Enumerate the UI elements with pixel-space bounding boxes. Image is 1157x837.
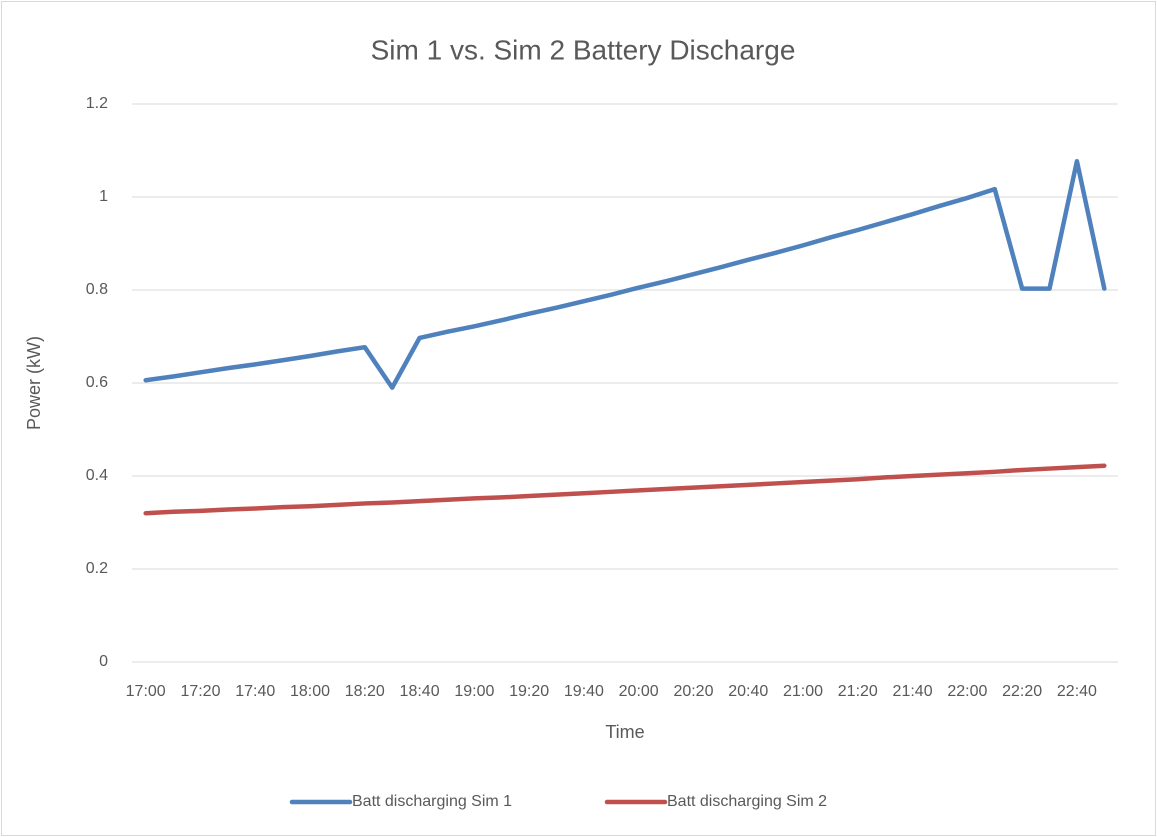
y-tick-label: 0.2 [86, 560, 108, 577]
x-tick-label: 21:20 [838, 683, 878, 700]
legend-label: Batt discharging Sim 2 [667, 793, 827, 810]
x-tick-label: 17:00 [126, 683, 166, 700]
x-tick-label: 21:00 [783, 683, 823, 700]
x-tick-label: 22:40 [1057, 683, 1097, 700]
x-axis-title: Time [605, 722, 644, 742]
x-tick-label: 18:20 [345, 683, 385, 700]
y-tick-label: 0.8 [86, 281, 108, 298]
x-tick-label: 17:40 [235, 683, 275, 700]
y-tick-label: 1 [99, 188, 108, 205]
x-tick-label: 22:20 [1002, 683, 1042, 700]
x-tick-label: 19:40 [564, 683, 604, 700]
y-tick-label: 0.6 [86, 374, 108, 391]
x-tick-label: 20:20 [673, 683, 713, 700]
x-tick-label: 19:00 [454, 683, 494, 700]
x-tick-label: 17:20 [180, 683, 220, 700]
y-tick-label: 0.4 [86, 467, 108, 484]
y-axis-title: Power (kW) [24, 336, 44, 430]
x-tick-label: 21:40 [893, 683, 933, 700]
x-tick-label: 20:40 [728, 683, 768, 700]
x-tick-label: 18:00 [290, 683, 330, 700]
x-tick-label: 19:20 [509, 683, 549, 700]
x-tick-label: 20:00 [619, 683, 659, 700]
y-tick-label: 0 [99, 653, 108, 670]
x-tick-label: 18:40 [400, 683, 440, 700]
legend-label: Batt discharging Sim 1 [352, 793, 512, 810]
line-series [143, 158, 1107, 390]
y-tick-label: 1.2 [86, 95, 108, 112]
line-series [143, 463, 1107, 516]
chart-title: Sim 1 vs. Sim 2 Battery Discharge [371, 34, 796, 65]
x-tick-label: 22:00 [947, 683, 987, 700]
